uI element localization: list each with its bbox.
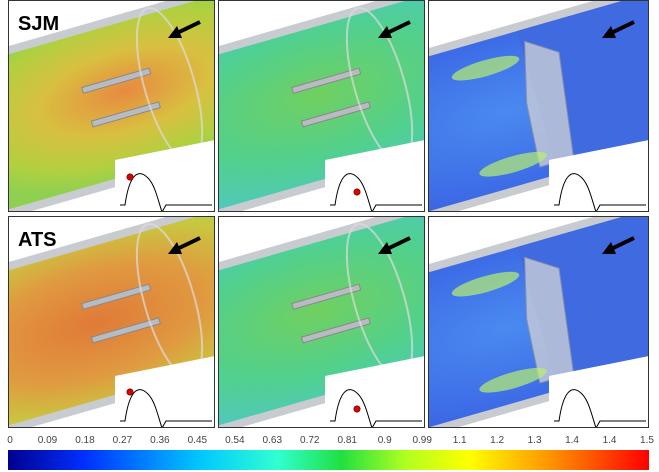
time-marker bbox=[353, 405, 361, 413]
leaflet bbox=[300, 101, 371, 128]
flow-arrowhead bbox=[168, 242, 182, 254]
panel-content bbox=[428, 0, 649, 212]
flow-arrowhead bbox=[602, 26, 616, 38]
inset-bg bbox=[549, 356, 649, 428]
waveform bbox=[554, 173, 646, 212]
tube bbox=[8, 216, 215, 428]
flow-arrowhead bbox=[378, 26, 392, 38]
panel-content bbox=[8, 0, 215, 212]
panel-content bbox=[428, 216, 649, 428]
panel-border bbox=[218, 216, 425, 428]
panel bbox=[428, 0, 649, 212]
tube bbox=[218, 0, 425, 212]
panel-border bbox=[428, 216, 649, 428]
time-marker bbox=[126, 388, 134, 396]
panel bbox=[218, 0, 425, 212]
leaflet bbox=[81, 283, 152, 310]
colorbar-tick-label: 0.99 bbox=[412, 435, 432, 446]
flow-field bbox=[8, 0, 215, 212]
panel-label: ATS bbox=[18, 229, 57, 251]
panel bbox=[218, 216, 425, 428]
colorbar-tick-label: 0.9 bbox=[378, 435, 392, 446]
colorbar-tick-label: 1.4 bbox=[603, 435, 617, 446]
panel-border bbox=[428, 0, 649, 212]
colorbar-tick-label: 0.72 bbox=[300, 435, 320, 446]
colorbar-tick-label: 0.09 bbox=[38, 435, 58, 446]
inset-bg bbox=[325, 140, 425, 212]
leaflet bbox=[90, 317, 161, 344]
panel-label: SJM bbox=[18, 13, 59, 35]
leaflet bbox=[291, 67, 362, 94]
colorbar bbox=[8, 450, 649, 470]
flow-field bbox=[218, 0, 425, 212]
colorbar-tick-label: 1.2 bbox=[490, 435, 504, 446]
inset-bg bbox=[549, 140, 649, 212]
panel-border bbox=[8, 216, 215, 428]
jet bbox=[479, 151, 547, 177]
colorbar-tick-label: 0.36 bbox=[150, 435, 170, 446]
flow-field bbox=[218, 216, 425, 428]
flow-arrowhead bbox=[602, 242, 616, 254]
panel-border bbox=[218, 0, 425, 212]
waveform bbox=[330, 389, 422, 428]
inset-bg bbox=[115, 140, 215, 212]
flow-arrowhead bbox=[168, 26, 182, 38]
waveform bbox=[554, 389, 646, 428]
time-marker bbox=[353, 188, 361, 196]
colorbar-tick-label: 0 bbox=[7, 435, 13, 446]
panel bbox=[8, 216, 215, 428]
panels bbox=[8, 0, 649, 428]
colorbar-tick-label: 1.1 bbox=[453, 435, 467, 446]
colorbar-tick-label: 0.27 bbox=[113, 435, 133, 446]
flow-field bbox=[8, 216, 215, 428]
leaflet bbox=[81, 67, 152, 94]
waveform bbox=[330, 173, 422, 212]
colorbar-tick-label: 0.45 bbox=[188, 435, 208, 446]
inset-bg bbox=[115, 356, 215, 428]
tube bbox=[428, 216, 649, 428]
colorbar-tick-label: 0.63 bbox=[263, 435, 283, 446]
panel-border bbox=[8, 0, 215, 212]
colorbar-tick-label: 1.5 bbox=[640, 435, 654, 446]
time-marker bbox=[126, 173, 134, 181]
inset-bg bbox=[325, 356, 425, 428]
flow-arrowhead bbox=[378, 242, 392, 254]
colorbar-tick-label: 1.3 bbox=[528, 435, 542, 446]
inlet-flow bbox=[517, 216, 649, 391]
leaflet bbox=[90, 101, 161, 128]
panel-content bbox=[218, 216, 425, 428]
colorbar-tick-label: 0.81 bbox=[338, 435, 358, 446]
waveform bbox=[120, 389, 212, 428]
tube bbox=[428, 0, 649, 212]
panel-content bbox=[8, 216, 215, 428]
panel bbox=[428, 216, 649, 428]
colorbar-tick-label: 1.4 bbox=[565, 435, 579, 446]
panel-content bbox=[218, 0, 425, 212]
colorbar-tick-label: 0.18 bbox=[75, 435, 95, 446]
jet bbox=[451, 55, 520, 81]
colorbar-tick-label: 0.54 bbox=[225, 435, 245, 446]
leaflet bbox=[291, 283, 362, 310]
jet bbox=[479, 367, 547, 393]
waveform bbox=[120, 173, 212, 212]
tube bbox=[8, 0, 215, 212]
jet bbox=[451, 271, 520, 297]
panel bbox=[8, 0, 215, 212]
colorbar-ticks: 0 0.09 0.18 0.27 0.36 0.45 0.54 0.63 0.72 0.81 0.9… bbox=[7, 435, 654, 446]
leaflet bbox=[300, 317, 371, 344]
inlet-flow bbox=[517, 0, 649, 175]
